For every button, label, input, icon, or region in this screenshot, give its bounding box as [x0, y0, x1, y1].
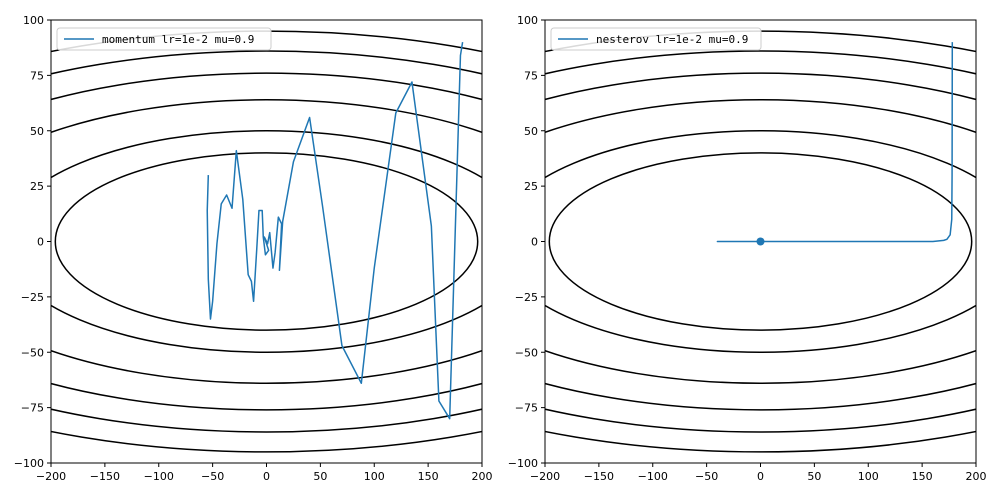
- x-tick-label: 200: [472, 470, 493, 483]
- y-tick-label: 0: [37, 236, 44, 249]
- x-tick-label: −100: [144, 470, 174, 483]
- x-axis-ticks: −200 −150 −100 −50 0 50 100 150 200: [530, 463, 987, 483]
- x-tick-label: 0: [757, 470, 764, 483]
- contour-line: [51, 99, 482, 384]
- y-tick-label: 25: [524, 180, 538, 193]
- x-axis-ticks: −200 −150 −100 −50 0 50 100 150 200: [36, 463, 493, 483]
- contour-line: [54, 152, 479, 331]
- series-line: [716, 42, 954, 243]
- momentum-panel: −200 −150 −100 −50 0 50 100 150 200 −100−75−50−2…: [14, 14, 493, 483]
- y-tick-label: −25: [21, 291, 44, 304]
- x-tick-label: −200: [36, 470, 66, 483]
- y-tick-label: −75: [515, 402, 538, 415]
- y-tick-label: −100: [14, 457, 44, 470]
- legend-box: [550, 27, 762, 51]
- y-tick-label: −25: [515, 291, 538, 304]
- legend-box: [56, 27, 272, 51]
- contour-line: [545, 50, 976, 433]
- y-tick-label: 25: [30, 180, 44, 193]
- legend-label: momentum lr=1e-2 mu=0.9: [102, 33, 254, 46]
- series-line: [206, 42, 464, 420]
- nesterov-panel: −200 −150 −100 −50 0 50 100 150 200 −100−75−50−2…: [508, 14, 987, 483]
- y-tick-label: −50: [21, 346, 44, 359]
- contour-line: [545, 130, 976, 353]
- x-tick-label: 50: [807, 470, 821, 483]
- y-tick-label: 100: [23, 14, 44, 27]
- y-tick-label: 0: [531, 236, 538, 249]
- x-tick-label: −150: [584, 470, 614, 483]
- contour-line: [51, 50, 482, 433]
- y-tick-label: 75: [524, 69, 538, 82]
- x-tick-label: −50: [695, 470, 718, 483]
- y-tick-label: 100: [517, 14, 538, 27]
- x-tick-label: −50: [201, 470, 224, 483]
- legend: momentum lr=1e-2 mu=0.9: [56, 27, 272, 51]
- contour-line: [548, 152, 973, 331]
- x-tick-label: −100: [638, 470, 668, 483]
- y-tick-label: −50: [515, 346, 538, 359]
- x-tick-label: 150: [912, 470, 933, 483]
- trajectory: [716, 42, 954, 246]
- x-tick-label: −150: [90, 470, 120, 483]
- end-point-marker: [756, 237, 765, 246]
- x-tick-label: 150: [418, 470, 439, 483]
- contour-line: [545, 72, 976, 411]
- y-tick-label: −75: [21, 402, 44, 415]
- y-tick-label: 50: [524, 125, 538, 138]
- x-tick-label: 100: [364, 470, 385, 483]
- contour-line: [545, 99, 976, 384]
- x-tick-label: 200: [966, 470, 987, 483]
- y-tick-label: 50: [30, 125, 44, 138]
- contour-lines: [51, 30, 482, 453]
- x-tick-label: 50: [313, 470, 327, 483]
- x-tick-label: 0: [263, 470, 270, 483]
- contour-line: [51, 130, 482, 353]
- x-tick-label: 100: [858, 470, 879, 483]
- contour-line: [51, 72, 482, 411]
- y-tick-label: 75: [30, 69, 44, 82]
- legend: nesterov lr=1e-2 mu=0.9: [550, 27, 762, 51]
- trajectory: [206, 42, 464, 420]
- x-tick-label: −200: [530, 470, 560, 483]
- y-axis-ticks: −100 −75 −50 −25 0 25 50 75 100: [508, 14, 545, 470]
- y-axis-ticks: −100 −75 −50 −25 0 25 50 75 100: [14, 14, 51, 470]
- legend-label: nesterov lr=1e-2 mu=0.9: [596, 33, 748, 46]
- y-tick-label: −100: [508, 457, 538, 470]
